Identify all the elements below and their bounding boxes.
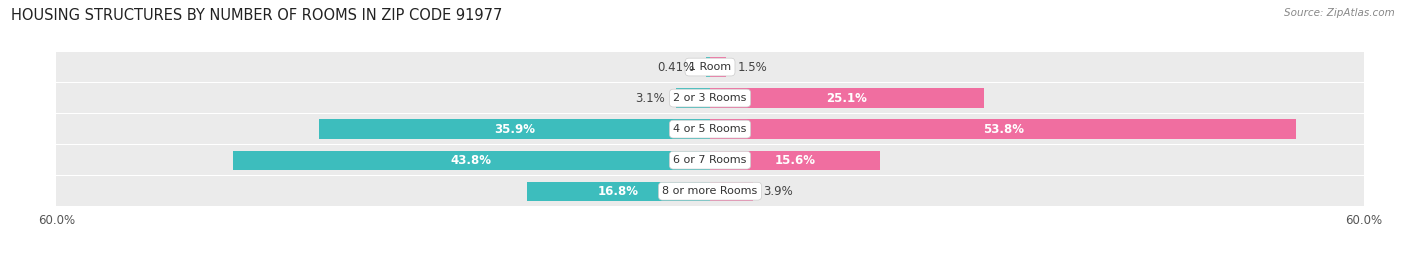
Text: 8 or more Rooms: 8 or more Rooms — [662, 186, 758, 196]
Bar — [710, 151, 880, 170]
Text: 4 or 5 Rooms: 4 or 5 Rooms — [673, 124, 747, 134]
Text: 2 or 3 Rooms: 2 or 3 Rooms — [673, 93, 747, 103]
Text: 25.1%: 25.1% — [827, 91, 868, 105]
Text: Source: ZipAtlas.com: Source: ZipAtlas.com — [1284, 8, 1395, 18]
Text: 1 Room: 1 Room — [689, 62, 731, 72]
Text: 3.1%: 3.1% — [636, 91, 665, 105]
Bar — [56, 176, 1364, 206]
Text: 15.6%: 15.6% — [775, 154, 815, 167]
Text: 43.8%: 43.8% — [451, 154, 492, 167]
Bar — [56, 146, 1364, 175]
Bar — [319, 119, 710, 139]
Text: 53.8%: 53.8% — [983, 123, 1024, 136]
Bar — [710, 57, 727, 77]
Bar — [710, 119, 1296, 139]
Bar — [710, 182, 752, 201]
Text: 1.5%: 1.5% — [737, 61, 768, 73]
Bar — [676, 89, 710, 108]
Text: 6 or 7 Rooms: 6 or 7 Rooms — [673, 155, 747, 165]
Bar — [233, 151, 710, 170]
Bar — [710, 89, 984, 108]
Text: 35.9%: 35.9% — [494, 123, 534, 136]
Bar — [706, 57, 710, 77]
Bar — [56, 83, 1364, 113]
Text: 3.9%: 3.9% — [763, 185, 793, 198]
Text: 0.41%: 0.41% — [658, 61, 695, 73]
Bar — [527, 182, 710, 201]
Bar — [56, 52, 1364, 82]
Bar — [56, 114, 1364, 144]
Text: HOUSING STRUCTURES BY NUMBER OF ROOMS IN ZIP CODE 91977: HOUSING STRUCTURES BY NUMBER OF ROOMS IN… — [11, 8, 502, 23]
Text: 16.8%: 16.8% — [598, 185, 638, 198]
